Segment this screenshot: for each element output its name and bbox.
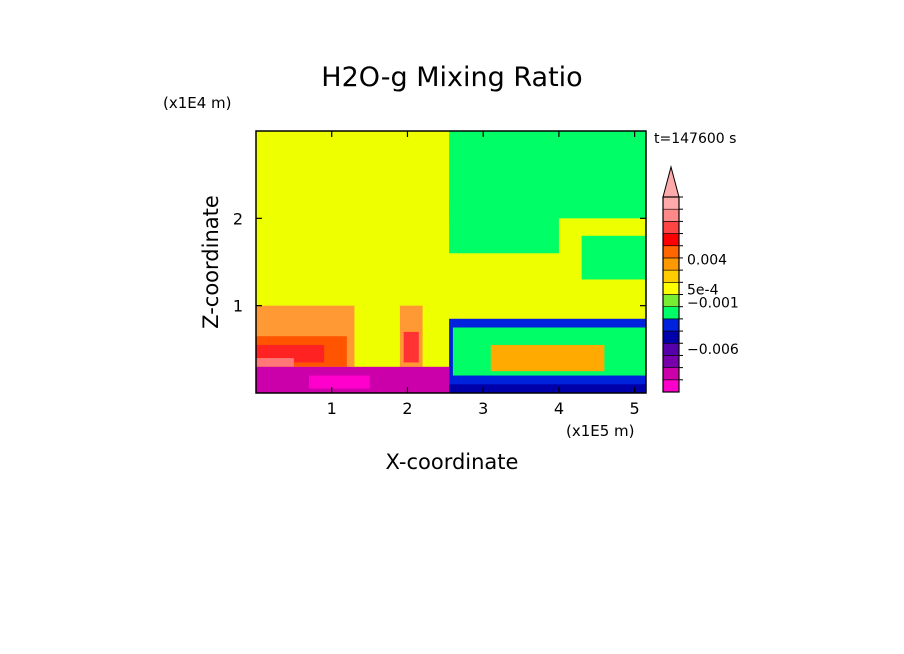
colorbar-swatch (662, 379, 680, 393)
heatmap-region-11 (490, 344, 605, 372)
colorbar-swatch (662, 330, 680, 344)
heatmap-region-12 (449, 384, 646, 393)
colorbar-swatch (662, 221, 680, 234)
colorbar-swatch (662, 233, 680, 247)
colorbar-swatch (662, 342, 680, 356)
heatmap-region-4 (256, 358, 294, 367)
colorbar-swatch (662, 208, 680, 222)
x-tick-label: 5 (630, 399, 640, 418)
x-tick-label: 1 (327, 399, 337, 418)
colorbar-swatch (662, 196, 680, 210)
colorbar-frame (662, 196, 680, 393)
colorbar-swatch (662, 269, 680, 283)
chart-title: H2O-g Mixing Ratio (321, 62, 582, 93)
x-tick-label: 3 (478, 399, 488, 418)
colorbar: 0.004 5e-4−0.001 −0.006 (662, 165, 739, 393)
colorbar-swatch (662, 355, 680, 368)
heatmap-region-6 (403, 331, 419, 363)
y-scale-label: (x1E4 m) (163, 94, 232, 112)
colorbar-swatch (662, 306, 680, 320)
heatmap-region-15 (581, 235, 646, 280)
y-tick-label: 1 (233, 297, 243, 316)
plot-area (256, 131, 646, 393)
colorbar-label: 0.004 (687, 252, 727, 268)
colorbar-label: 5e-4 (687, 283, 719, 299)
x-tick-label: 2 (402, 399, 412, 418)
colorbar-swatch (662, 367, 680, 381)
x-scale-label: (x1E5 m) (566, 422, 635, 440)
heatmap-region-14 (449, 200, 559, 254)
x-tick-label: 4 (554, 399, 564, 418)
colorbar-swatch (662, 245, 680, 259)
colorbar-swatch (662, 282, 680, 295)
colorbar-swatch (662, 294, 680, 307)
colorbar-swatch (662, 318, 680, 332)
heatmap-region-8 (309, 375, 370, 389)
plot-frame (255, 130, 647, 394)
colorbar-label: −0.001 (687, 295, 739, 311)
y-axis-label: Z-coordinate (199, 195, 223, 329)
x-axis: 1 2 3 4 5 (327, 131, 640, 418)
colorbar-swatch (662, 257, 680, 271)
y-tick-label: 2 (233, 209, 243, 228)
x-axis-label: X-coordinate (386, 450, 519, 474)
colorbar-extension-arrow (662, 165, 680, 198)
time-label: t=147600 s (654, 131, 736, 147)
colorbar-label: −0.006 (687, 342, 739, 358)
y-axis: 12 (233, 209, 646, 316)
